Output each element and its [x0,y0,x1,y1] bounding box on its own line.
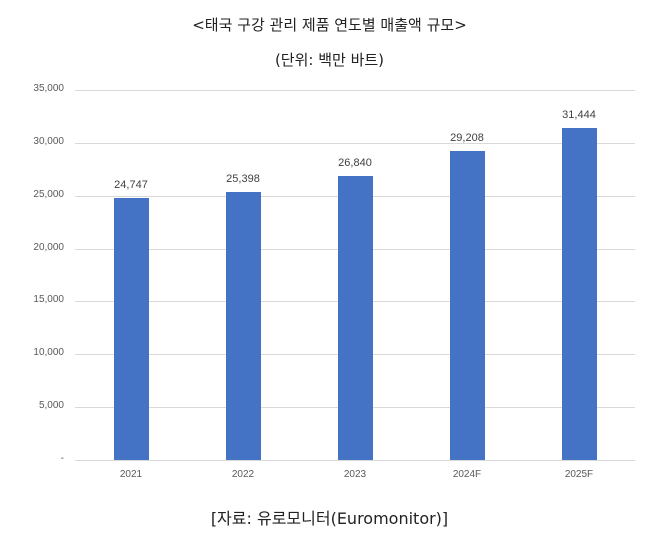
gridline [75,460,635,461]
y-axis-tick-label: 20,000 [33,242,64,253]
data-label: 29,208 [450,132,484,144]
x-axis-tick-label: 2022 [231,469,255,480]
bar-2024F [450,151,485,460]
chart-title: <태국 구강 관리 제품 연도별 매출액 규모> [192,16,467,34]
bar-2023 [338,176,373,460]
y-axis-tick-label: 5,000 [38,400,64,411]
y-axis-tick-label: 25,000 [33,189,64,200]
gridline [75,143,635,144]
source-note: [자료: 유로모니터(Euromonitor)] [210,509,449,528]
data-label: 31,444 [562,109,596,121]
y-axis-tick-label: 10,000 [33,347,64,358]
chart-subtitle: (단위: 백만 바트) [274,51,385,69]
data-label: 24,747 [114,179,148,191]
y-axis-tick-label: 35,000 [33,83,64,94]
data-label: 26,840 [338,157,372,169]
data-label: 25,398 [226,173,260,185]
bar-2022 [226,192,261,460]
x-axis-tick-label: 2023 [343,469,367,480]
y-axis-tick-label: 15,000 [33,294,64,305]
y-axis-tick-label: - [60,453,64,464]
x-axis-tick-label: 2021 [119,469,143,480]
bar-2021 [114,198,149,460]
gridline [75,90,635,91]
bar-2025F [562,128,597,460]
y-axis-tick-label: 30,000 [33,136,64,147]
x-axis-tick-label: 2024F [452,469,482,480]
x-axis-tick-label: 2025F [564,469,594,480]
